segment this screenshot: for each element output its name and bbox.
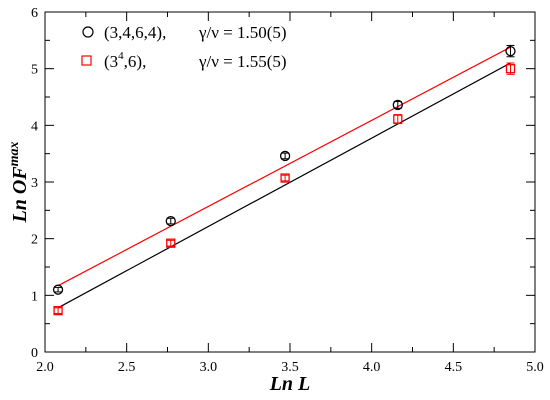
legend-gamma-1: γ/ν = 1.50(5) bbox=[198, 23, 287, 42]
legend-label-2: (34,6), bbox=[104, 50, 146, 71]
data-point-circle bbox=[279, 150, 291, 162]
legend-label-2-main: (3 bbox=[104, 52, 118, 71]
data-point-square bbox=[166, 238, 176, 248]
x-tick-label: 5.0 bbox=[526, 360, 544, 375]
data-point-square bbox=[393, 114, 403, 124]
legend-label-1: (3,4,6,4), bbox=[104, 23, 166, 42]
x-tick-label: 2.5 bbox=[118, 360, 136, 375]
data-point-circle bbox=[505, 45, 516, 57]
x-tick-label: 2.0 bbox=[36, 360, 54, 375]
legend-label-2-sup: 4 bbox=[118, 50, 124, 62]
data-point-square bbox=[53, 305, 63, 316]
data-point-circle bbox=[392, 99, 403, 111]
x-axis-title: Ln L bbox=[269, 373, 311, 395]
legend-marker-square bbox=[81, 55, 92, 66]
data-point-circle bbox=[52, 284, 64, 295]
y-tick-label: 3 bbox=[31, 176, 38, 191]
y-axis-title-sup: max bbox=[7, 141, 22, 166]
x-tick-label: 4.0 bbox=[363, 360, 381, 375]
data-point-circle bbox=[165, 215, 176, 227]
fit-line-2 bbox=[57, 46, 511, 287]
y-axis-title-main: Ln OF bbox=[9, 166, 31, 224]
y-tick-label: 5 bbox=[31, 63, 38, 78]
y-tick-label: 1 bbox=[31, 289, 38, 304]
y-tick-label: 6 bbox=[31, 6, 38, 21]
x-tick-label: 3.0 bbox=[200, 360, 218, 375]
legend-marker-circle bbox=[82, 26, 94, 38]
data-point-square bbox=[280, 173, 290, 183]
legend: (3,4,6,4), γ/ν = 1.50(5) (34,6), γ/ν = 1… bbox=[81, 23, 287, 71]
y-tick-label: 2 bbox=[31, 233, 38, 248]
y-tick-label: 4 bbox=[31, 119, 38, 134]
y-tick-label: 0 bbox=[31, 346, 38, 361]
x-tick-label: 3.5 bbox=[281, 360, 299, 375]
y-axis-title: Ln OFmax bbox=[7, 141, 31, 223]
data-points bbox=[52, 44, 516, 316]
fit-line-1 bbox=[57, 62, 511, 309]
fit-lines bbox=[57, 46, 511, 309]
axis-ticks: 2.0 2.5 3.0 3.5 4.0 4.5 5.0 0 1 2 3 4 5 6 bbox=[31, 6, 544, 375]
x-tick-label: 4.5 bbox=[445, 360, 463, 375]
legend-label-2-tail: ,6), bbox=[124, 52, 147, 71]
legend-gamma-2: γ/ν = 1.55(5) bbox=[198, 52, 287, 71]
data-point-square bbox=[505, 64, 516, 74]
